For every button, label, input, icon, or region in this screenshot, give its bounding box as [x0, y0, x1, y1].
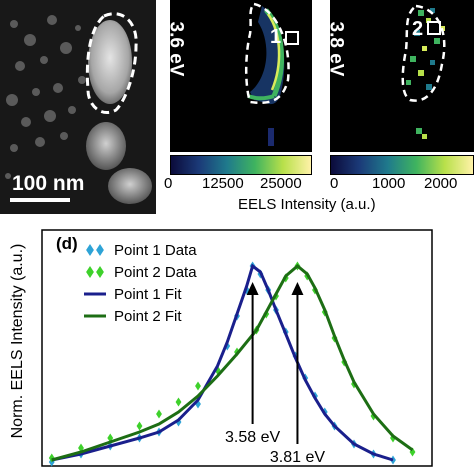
- legend-label: Point 2 Data: [114, 264, 197, 281]
- stem-nanoparticle: [88, 20, 132, 104]
- colorbar-2-tick-1: 1000: [372, 175, 406, 192]
- scale-bar: [10, 198, 70, 202]
- plot-frame: [41, 229, 433, 467]
- point-1-fit-line: [51, 263, 394, 462]
- point-2-data-point: [195, 381, 201, 391]
- eels-map-2: 3.8 eV 2: [330, 0, 474, 152]
- annotation-label: 3.58 eV: [225, 429, 280, 446]
- point-2-data-point: [48, 453, 55, 463]
- legend-label: Point 1 Data: [114, 242, 197, 259]
- stem-image-panel: 100 nm: [0, 0, 156, 214]
- stem-particle-bottom: [108, 168, 152, 204]
- eels-map-2-image: [401, 4, 446, 139]
- map1-energy-label-box: 3.6 eV: [170, 6, 206, 96]
- stem-region-outline: [85, 12, 138, 114]
- map2-pixel-noise: [406, 8, 445, 139]
- annotation-layer: 3.58 eV 3.81 eV: [225, 282, 325, 466]
- colorbar-1-tick-1: 12500: [202, 175, 244, 192]
- map1-point-marker: [285, 31, 299, 45]
- stem-image: [0, 0, 156, 214]
- map1-region-outline: [244, 2, 290, 105]
- spectra-panel: 3.58 eV 3.81 eV Point 1 Data Point 2 Data P…: [0, 222, 474, 474]
- colorbar-axis-label: EELS Intensity (a.u.): [238, 196, 376, 213]
- stem-particle-lower: [86, 122, 126, 170]
- colorbar-1-tick-0: 0: [164, 175, 173, 192]
- annotation-arrowhead: [291, 282, 304, 295]
- point-2-fit-line: [51, 264, 414, 462]
- map2-energy-label-box: 3.8 eV: [330, 6, 366, 96]
- colorbar-1-gradient: [170, 155, 312, 175]
- legend-label: Point 2 Fit: [114, 308, 182, 325]
- legend-marker: [86, 244, 94, 256]
- map2-point-marker: [427, 21, 441, 35]
- colorbar-1-tick-2: 25000: [260, 175, 302, 192]
- scale-bar-label: 100 nm: [12, 172, 85, 195]
- legend-marker: [86, 266, 94, 278]
- colorbar-1: [170, 155, 312, 175]
- map2-energy-label: 3.8 eV: [330, 21, 347, 77]
- legend: Point 1 Data Point 2 Data Point 1 Fit Point…: [84, 242, 197, 325]
- point-2-data-point: [136, 421, 143, 431]
- legend-marker: [96, 266, 104, 278]
- legend-marker: [96, 244, 104, 256]
- series-layer: [48, 261, 416, 467]
- colorbar-2-gradient: [330, 155, 474, 175]
- colorbar-2-tick-2: 2000: [424, 175, 458, 192]
- eels-map-1: 3.6 eV 1: [170, 0, 312, 152]
- colorbar-2-tick-0: 0: [330, 175, 339, 192]
- annotation-arrowhead: [246, 282, 259, 295]
- colorbar-2: [330, 155, 474, 175]
- stem-small-particles: [5, 15, 86, 179]
- point-2-data-point: [175, 397, 182, 407]
- map1-energy-label: 3.6 eV: [170, 21, 187, 77]
- map2-point-label: 2: [412, 18, 424, 40]
- annotation-label: 3.81 eV: [270, 449, 325, 466]
- map2-region-outline: [401, 4, 446, 102]
- legend-label: Point 1 Fit: [114, 286, 182, 303]
- eels-map-1-image: [244, 2, 299, 146]
- panel-label: (d): [56, 234, 78, 253]
- map1-point-label: 1: [270, 26, 282, 48]
- y-axis-label: Norm. EELS Intensity (a.u.): [9, 243, 26, 439]
- point-2-data-point: [156, 409, 162, 419]
